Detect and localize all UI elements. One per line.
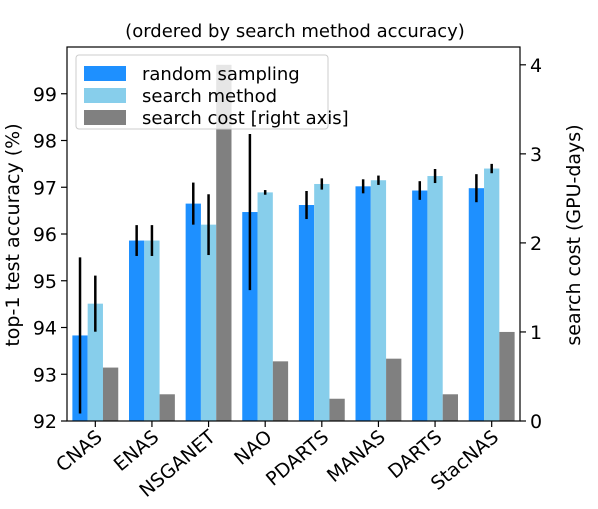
bar-search-method-pdarts bbox=[314, 183, 330, 421]
bar-search-cost-right-axis-pdarts bbox=[329, 398, 345, 421]
bar-random-sampling-manas bbox=[355, 186, 371, 421]
legend-box bbox=[75, 54, 329, 130]
error-bars-layer bbox=[78, 133, 493, 414]
bar-search-method-manas bbox=[370, 180, 387, 421]
y-tick-label-96: 96 bbox=[33, 224, 57, 246]
legend-swatch-search-method bbox=[84, 88, 126, 103]
bar-search-method-stacnas bbox=[484, 168, 500, 421]
y2-tick-label-3: 3 bbox=[530, 144, 542, 166]
bar-search-cost-right-axis-manas bbox=[386, 358, 402, 421]
y2-tick-label-0: 0 bbox=[530, 411, 542, 433]
x-tick-label-pdarts: PDARTS bbox=[262, 426, 333, 491]
legend-label-search-cost-right-axis: search cost [right axis] bbox=[142, 108, 349, 129]
y-axis-label: top-1 test accuracy (%) bbox=[2, 123, 24, 346]
plot-frame bbox=[66, 46, 521, 422]
bar-random-sampling-pdarts bbox=[298, 205, 315, 421]
y2-tick-label-2: 2 bbox=[530, 233, 542, 255]
y2-tick-label-4: 4 bbox=[530, 55, 542, 77]
bar-random-sampling-nsganet bbox=[185, 203, 201, 421]
bar-random-sampling-nao bbox=[242, 212, 258, 421]
bar-search-method-cnas bbox=[87, 303, 103, 421]
bar-search-method-nsganet bbox=[200, 224, 217, 421]
bar-search-cost-right-axis-darts bbox=[442, 394, 458, 421]
y-tick-label-94: 94 bbox=[33, 318, 57, 340]
y-tick-label-99: 99 bbox=[33, 84, 57, 106]
bar-search-method-nao bbox=[257, 192, 273, 421]
bar-search-cost-right-axis-nao bbox=[272, 361, 289, 421]
bar-search-cost-right-axis-enas bbox=[159, 394, 175, 421]
y2-axis-label: search cost (GPU-days) bbox=[563, 124, 585, 345]
x-tick-label-nao: NAO bbox=[230, 426, 276, 470]
legend-swatch-random-sampling bbox=[84, 66, 126, 81]
y-tick-label-93: 93 bbox=[33, 364, 57, 386]
bar-random-sampling-enas bbox=[129, 240, 145, 421]
chart-title: (ordered by search method accuracy) bbox=[125, 21, 465, 42]
x-tick-label-cnas: CNAS bbox=[52, 426, 106, 477]
legend-label-random-sampling: random sampling bbox=[142, 64, 300, 85]
y2-tick-label-1: 1 bbox=[530, 322, 542, 344]
bar-search-cost-right-axis-stacnas bbox=[499, 331, 515, 421]
y-tick-label-95: 95 bbox=[33, 271, 57, 293]
y-tick-label-98: 98 bbox=[33, 131, 57, 153]
legend-label-search-method: search method bbox=[142, 86, 277, 107]
y-tick-label-92: 92 bbox=[33, 411, 57, 433]
bar-search-method-enas bbox=[144, 240, 160, 421]
y-tick-label-97: 97 bbox=[33, 177, 57, 199]
x-tick-label-manas: MANAS bbox=[323, 426, 390, 487]
bar-random-sampling-stacnas bbox=[468, 188, 485, 421]
bar-search-cost-right-axis-nsganet bbox=[216, 64, 232, 421]
bars-layer bbox=[72, 64, 515, 421]
legend-swatch-search-cost-right-axis bbox=[84, 110, 126, 125]
bar-search-cost-right-axis-cnas bbox=[102, 367, 119, 421]
bar-random-sampling-darts bbox=[412, 190, 428, 421]
bar-search-method-darts bbox=[427, 176, 443, 421]
